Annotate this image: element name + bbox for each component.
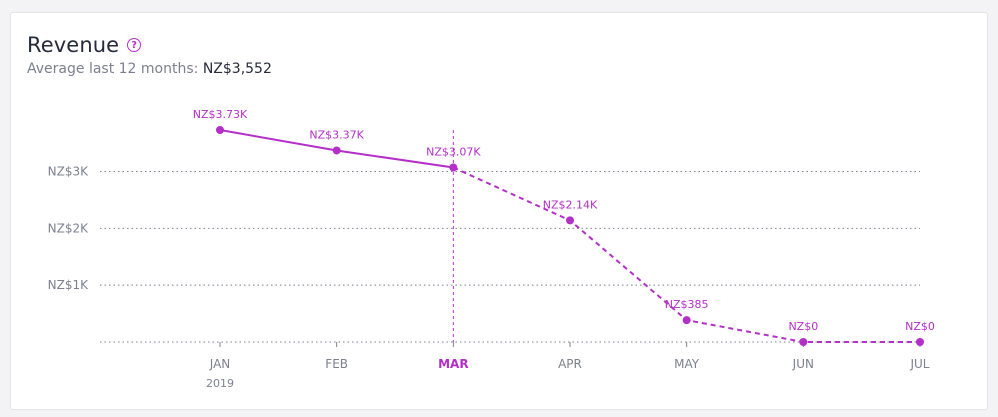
title-row: Revenue ? <box>27 33 142 57</box>
data-label: NZ$3.37K <box>309 128 364 141</box>
question-circle-icon[interactable]: ? <box>127 38 142 52</box>
data-label: NZ$0 <box>788 320 818 333</box>
y-tick-label: NZ$2K <box>48 221 89 235</box>
data-point <box>332 146 341 155</box>
data-label: NZ$2.14K <box>543 198 598 211</box>
x-tick-label: JAN <box>209 357 231 371</box>
x-tick-label: APR <box>558 357 582 371</box>
series-line-projected <box>452 166 920 343</box>
year-label: 2019 <box>206 377 234 390</box>
data-point <box>216 126 224 134</box>
y-tick-label: NZ$1K <box>48 278 89 292</box>
average-label: Average last 12 months: <box>27 61 199 77</box>
data-point <box>566 216 574 225</box>
data-point <box>799 338 808 346</box>
revenue-card: Revenue ? Average last 12 months: NZ$3,5… <box>10 12 988 410</box>
data-point <box>916 338 924 346</box>
x-tick-label: JUL <box>909 357 929 371</box>
x-tick-label: FEB <box>325 357 348 371</box>
data-label: NZ$3.73K <box>193 108 248 121</box>
chart-title: Revenue <box>27 33 120 57</box>
x-tick-label: JUN <box>792 357 814 371</box>
average-value: NZ$3,552 <box>202 61 272 77</box>
data-point <box>449 163 458 172</box>
average-summary: Average last 12 months: NZ$3,552 <box>27 61 272 77</box>
x-tick-label: MAR <box>438 357 468 371</box>
data-label: NZ$0 <box>905 320 935 333</box>
y-tick-label: NZ$3K <box>48 164 89 178</box>
x-tick-label: MAY <box>674 357 700 371</box>
data-label: NZ$385 <box>665 298 709 311</box>
data-label: NZ$3.07K <box>426 146 481 159</box>
data-point <box>682 316 691 325</box>
